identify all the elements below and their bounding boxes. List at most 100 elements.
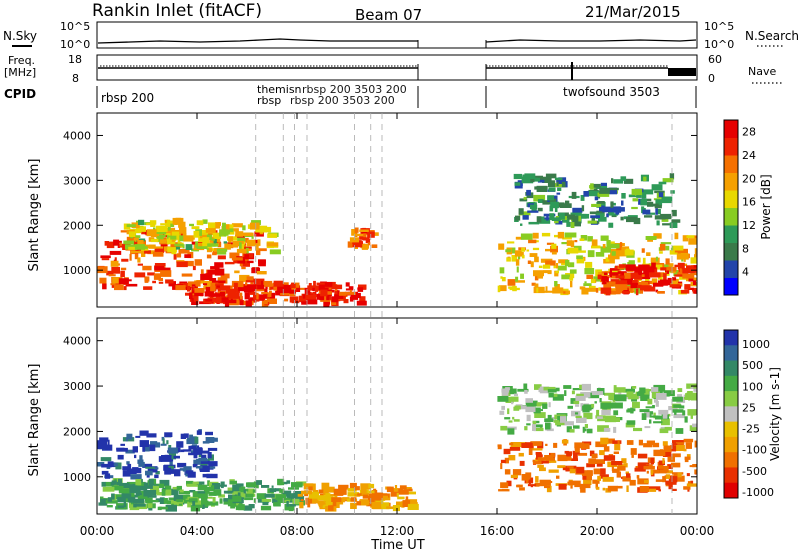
- data-cell: [569, 269, 577, 274]
- y-tick-label: 1000: [63, 264, 91, 277]
- data-cell: [653, 233, 662, 239]
- data-cell: [602, 476, 614, 482]
- data-cell: [621, 394, 626, 397]
- data-cell: [545, 286, 548, 293]
- data-cell: [144, 230, 148, 235]
- data-cell: [596, 463, 603, 467]
- data-cell: [164, 432, 173, 437]
- data-cell: [153, 442, 161, 448]
- data-cell: [207, 232, 217, 235]
- data-cell: [228, 239, 232, 243]
- data-cell: [515, 236, 525, 240]
- data-cell: [671, 209, 677, 217]
- data-cell: [133, 498, 145, 504]
- data-cell: [113, 239, 120, 246]
- velocity-data: [97, 383, 697, 512]
- data-cell: [510, 396, 519, 402]
- data-cell: [649, 415, 661, 418]
- data-cell: [642, 264, 649, 268]
- data-cell: [650, 257, 660, 264]
- data-cell: [148, 244, 156, 249]
- data-cell: [220, 273, 230, 279]
- data-cell: [371, 502, 382, 509]
- data-cell: [130, 250, 142, 254]
- data-cell: [644, 426, 651, 429]
- data-cell: [266, 226, 272, 233]
- colorbar-tick-label: 25: [742, 401, 756, 414]
- data-cell: [609, 270, 612, 278]
- data-cell: [125, 496, 130, 503]
- data-cell: [111, 485, 124, 491]
- data-cell: [694, 235, 697, 240]
- data-cell: [623, 284, 635, 287]
- data-cell: [320, 299, 331, 302]
- colorbar-segment: [724, 421, 738, 438]
- data-cell: [557, 187, 562, 191]
- data-cell: [597, 418, 606, 422]
- data-cell: [606, 213, 609, 218]
- data-cell: [291, 493, 304, 500]
- data-cell: [119, 488, 130, 494]
- data-cell: [557, 265, 567, 271]
- data-cell: [662, 451, 672, 457]
- data-cell: [658, 181, 667, 185]
- data-cell: [674, 409, 677, 415]
- data-cell: [360, 483, 371, 490]
- data-cell: [583, 412, 593, 420]
- data-cell: [235, 231, 244, 237]
- data-cell: [586, 474, 592, 481]
- data-cell: [553, 183, 566, 188]
- data-cell: [528, 472, 531, 480]
- data-cell: [584, 424, 588, 428]
- data-cell: [381, 502, 390, 510]
- data-cell: [178, 231, 185, 239]
- data-cell: [650, 469, 660, 474]
- data-cell: [655, 393, 667, 400]
- data-cell: [169, 453, 176, 460]
- data-cell: [530, 261, 534, 268]
- data-cell: [403, 487, 412, 491]
- data-cell: [591, 239, 598, 246]
- data-cell: [399, 485, 407, 490]
- data-cell: [196, 481, 205, 485]
- data-cell: [610, 417, 620, 422]
- data-cell: [362, 237, 370, 241]
- data-cell: [646, 470, 649, 474]
- data-cell: [356, 292, 361, 298]
- data-cell: [324, 295, 327, 301]
- data-cell: [241, 266, 246, 270]
- data-cell: [566, 426, 572, 433]
- data-cell: [127, 468, 137, 474]
- data-cell: [245, 280, 255, 283]
- data-cell: [605, 257, 610, 262]
- data-cell: [349, 296, 354, 302]
- data-cell: [533, 286, 545, 294]
- data-cell: [120, 443, 125, 446]
- data-cell: [331, 296, 339, 303]
- data-cell: [312, 498, 319, 504]
- data-cell: [232, 240, 244, 246]
- data-cell: [632, 401, 640, 409]
- data-cell: [534, 412, 546, 418]
- data-cell: [168, 465, 174, 471]
- data-cell: [361, 493, 369, 496]
- data-cell: [677, 472, 682, 478]
- data-cell: [212, 252, 217, 256]
- data-cell: [102, 486, 115, 492]
- data-cell: [196, 430, 202, 435]
- data-cell: [117, 240, 122, 243]
- data-cell: [207, 466, 216, 469]
- data-cell: [217, 277, 228, 284]
- data-cell: [195, 243, 204, 246]
- data-cell: [211, 238, 215, 241]
- nsky-tick-top: 10^5: [60, 20, 90, 33]
- data-cell: [639, 289, 643, 294]
- data-cell: [516, 484, 520, 488]
- data-cell: [659, 251, 663, 254]
- colorbar-segment: [724, 406, 738, 423]
- data-cell: [143, 445, 150, 452]
- data-cell: [183, 499, 192, 504]
- data-cell: [674, 232, 679, 240]
- data-cell: [536, 453, 542, 460]
- data-cell: [637, 267, 643, 274]
